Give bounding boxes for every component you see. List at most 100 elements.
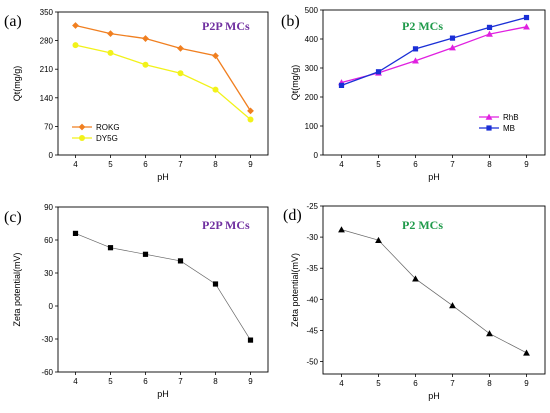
- x-tick-label: 9: [524, 160, 529, 169]
- data-point: [177, 44, 184, 52]
- y-axis-label: Qt(mg/g): [12, 66, 22, 102]
- y-tick-label: -35: [306, 264, 318, 273]
- data-point: [247, 337, 254, 343]
- chart-title: P2P MCs: [202, 19, 250, 33]
- data-point: [486, 330, 493, 337]
- series-line: [341, 16, 527, 87]
- y-tick-label: 200: [305, 93, 319, 102]
- data-point: [375, 236, 382, 243]
- y-axis-label: Qt(mg/g): [290, 65, 300, 101]
- data-point: [412, 57, 419, 64]
- x-axis-label: pH: [157, 172, 169, 182]
- data-point: [449, 35, 456, 41]
- y-tick-label: -60: [41, 368, 53, 377]
- x-tick-label: 5: [376, 160, 381, 169]
- data-point: [177, 70, 184, 77]
- data-point: [247, 107, 254, 115]
- x-tick-label: 8: [213, 160, 218, 169]
- data-point: [107, 49, 114, 56]
- y-axis-label: Zeta potential(mV): [290, 253, 300, 327]
- y-tick-label: -30: [41, 335, 53, 344]
- y-tick-label: 90: [44, 203, 53, 212]
- panel-label: (d): [283, 207, 302, 224]
- legend-marker: [78, 123, 86, 131]
- data-point: [338, 82, 345, 88]
- x-tick-label: 5: [108, 377, 113, 386]
- plot-frame: [57, 11, 269, 156]
- x-tick-label: 9: [524, 379, 529, 388]
- legend-label: ROKG: [96, 123, 120, 132]
- panel-label: (c): [4, 209, 22, 226]
- series-line: [75, 233, 251, 341]
- x-tick-label: 6: [413, 160, 418, 169]
- data-point: [72, 230, 79, 236]
- x-tick-label: 9: [248, 160, 253, 169]
- x-tick-label: 7: [450, 160, 455, 169]
- data-point: [142, 251, 149, 257]
- data-point: [212, 281, 219, 287]
- data-point: [486, 24, 493, 30]
- data-point: [247, 116, 254, 123]
- data-point: [142, 35, 149, 42]
- series-line: [341, 26, 527, 84]
- x-tick-label: 9: [248, 377, 253, 386]
- y-tick-label: -50: [306, 358, 318, 367]
- legend-marker: [486, 125, 492, 131]
- legend-entry: MB: [479, 124, 515, 133]
- data-point: [412, 275, 419, 282]
- data-point: [449, 302, 456, 309]
- x-tick-label: 4: [73, 377, 78, 386]
- chart-panel-c: 4 5 6 7 8 9 -60 -30 0 30 60 90 pH Zeta potential(mV) (…: [4, 203, 269, 399]
- data-point: [449, 44, 456, 51]
- series-line: [338, 226, 530, 356]
- y-tick-label: -25: [306, 202, 318, 211]
- x-axis-label: pH: [428, 391, 440, 401]
- x-tick-label: 6: [143, 160, 148, 169]
- x-axis-label: pH: [157, 389, 169, 399]
- data-point: [72, 22, 79, 29]
- legend-label: DY5G: [96, 134, 118, 143]
- x-tick-label: 8: [487, 379, 492, 388]
- plot-frame: [57, 206, 269, 373]
- data-point: [523, 14, 530, 21]
- legend-entry: RhB: [479, 113, 519, 122]
- data-point: [142, 61, 149, 68]
- series-line: [75, 24, 252, 112]
- legend-label: RhB: [503, 113, 519, 122]
- x-tick-label: 7: [450, 379, 455, 388]
- legend-marker: [485, 113, 493, 120]
- y-tick-label: 70: [44, 122, 53, 131]
- data-point: [107, 245, 114, 251]
- chart-panel-b: 4 5 6 7 8 9 0 100 200 300 400 500 pH Qt(mg/g) (b) P2 MC…: [281, 6, 546, 182]
- series-mb: [338, 14, 530, 88]
- legend-marker: [79, 135, 85, 141]
- y-tick-label: 100: [305, 122, 319, 131]
- panel-label: (b): [281, 13, 300, 30]
- x-tick-label: 4: [73, 160, 78, 169]
- y-tick-label: 60: [44, 236, 53, 245]
- y-tick-label: 300: [305, 64, 319, 73]
- x-tick-label: 5: [108, 160, 113, 169]
- data-point: [375, 69, 382, 75]
- data-point: [486, 30, 493, 37]
- panel-label: (a): [4, 13, 22, 30]
- y-tick-label: 0: [49, 302, 54, 311]
- legend-entry: DY5G: [72, 134, 118, 143]
- y-tick-label: 210: [40, 65, 54, 74]
- y-tick-label: 0: [314, 151, 319, 160]
- plot-frame: [322, 9, 546, 156]
- data-point: [72, 42, 79, 49]
- y-tick-label: 30: [44, 269, 53, 278]
- series-line: [341, 229, 527, 354]
- x-tick-label: 6: [413, 379, 418, 388]
- x-tick-label: 8: [487, 160, 492, 169]
- data-point: [523, 23, 530, 30]
- series-dy5g: [72, 42, 254, 123]
- y-tick-label: 400: [305, 35, 319, 44]
- x-tick-label: 5: [376, 379, 381, 388]
- series-line: [72, 230, 254, 343]
- series-rokg: [72, 22, 254, 115]
- y-tick-label: 280: [40, 37, 54, 46]
- x-tick-label: 7: [178, 160, 183, 169]
